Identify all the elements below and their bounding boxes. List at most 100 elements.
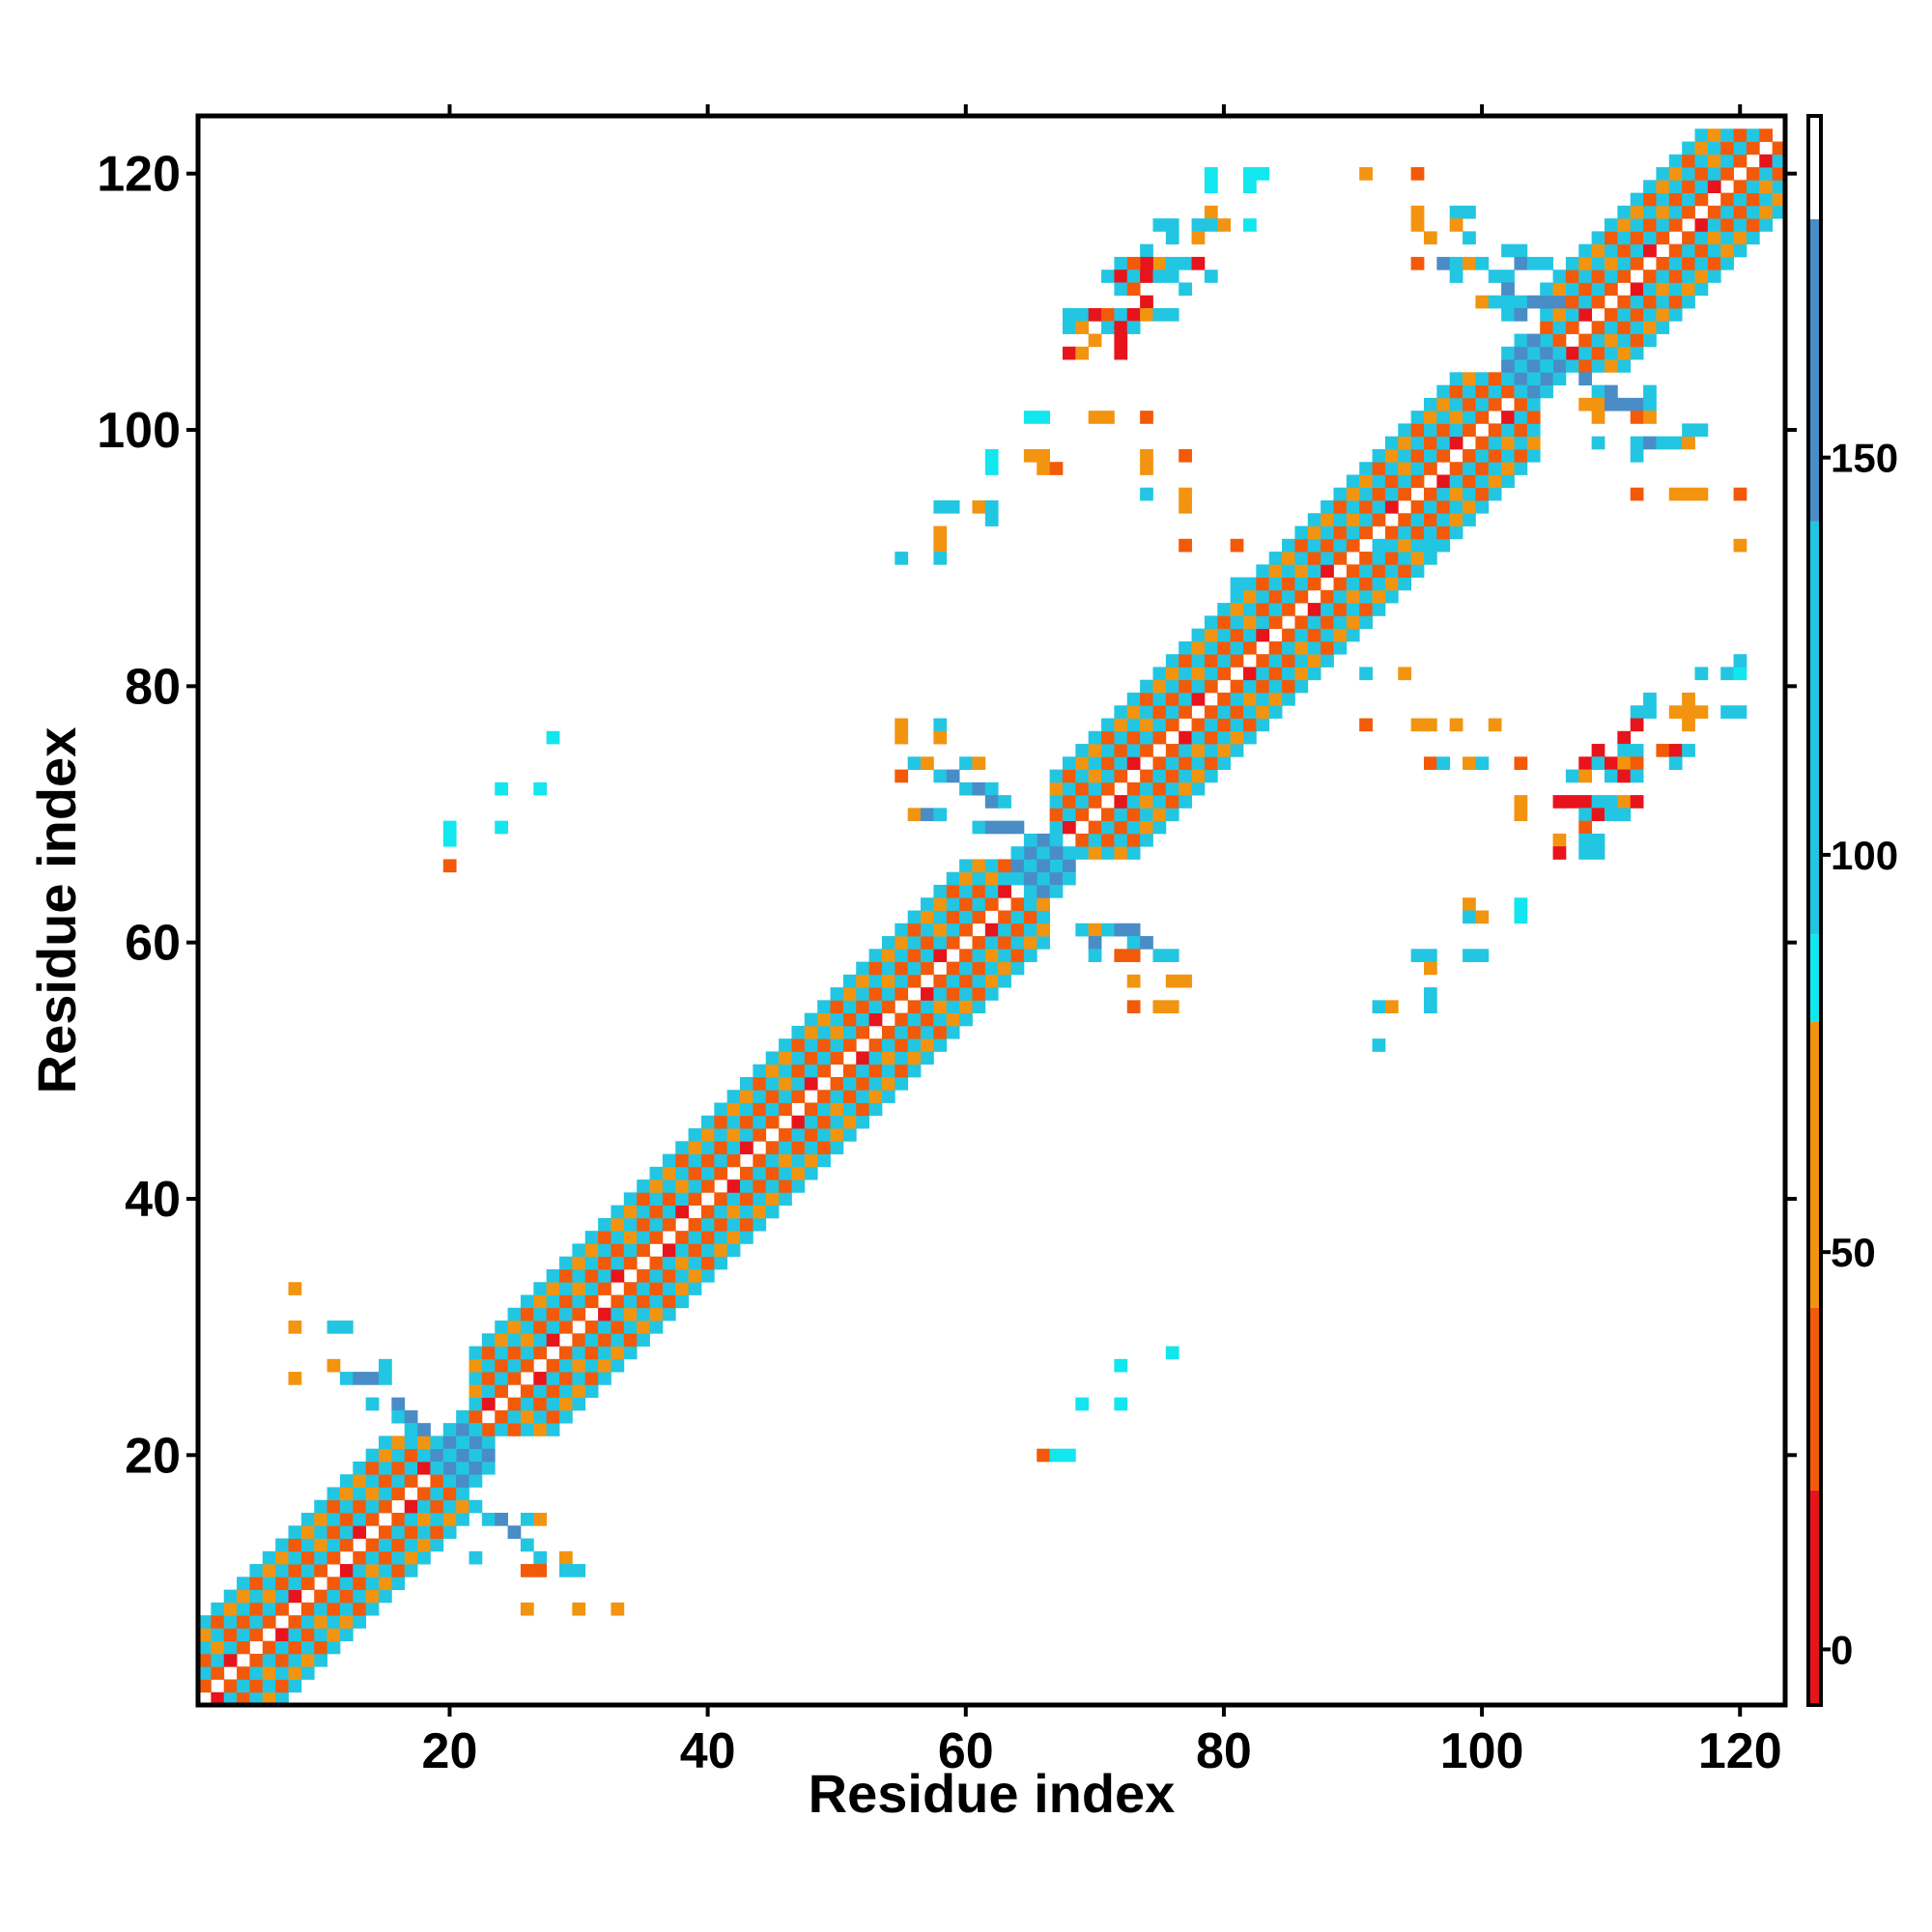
heatmap-cell [1449, 372, 1463, 385]
heatmap-cell [327, 1628, 341, 1642]
colorbar-frame [1806, 114, 1823, 1707]
heatmap-cell [830, 1000, 844, 1014]
heatmap-cell [856, 1064, 869, 1078]
heatmap-cell [572, 1268, 586, 1283]
heatmap-cell [430, 1487, 444, 1501]
heatmap-cell [868, 974, 883, 988]
heatmap-cell [921, 923, 934, 937]
heatmap-cell [1191, 667, 1206, 681]
heatmap-cell [895, 949, 909, 962]
heatmap-cell [1617, 346, 1632, 360]
heatmap-cell [1346, 526, 1360, 540]
heatmap-cell [1037, 910, 1051, 924]
heatmap-cell [1501, 474, 1515, 489]
heatmap-cell [1230, 718, 1244, 732]
heatmap-cell [1398, 462, 1412, 475]
heatmap-cell [1307, 628, 1321, 642]
heatmap-cell [572, 1397, 586, 1411]
heatmap-cell [1759, 180, 1774, 193]
heatmap-cell [1733, 538, 1747, 553]
heatmap-cell [1191, 781, 1206, 796]
heatmap-cell [598, 1372, 611, 1385]
heatmap-cell [481, 1435, 496, 1450]
heatmap-cell [881, 1090, 895, 1103]
heatmap-cell [753, 1166, 767, 1180]
heatmap-cell [1591, 321, 1605, 334]
heatmap-cell [1204, 769, 1218, 783]
heatmap-cell [1398, 487, 1412, 501]
heatmap-cell [327, 1577, 341, 1591]
heatmap-cell [1037, 448, 1051, 463]
heatmap-cell [611, 1217, 625, 1232]
heatmap-cell [1294, 679, 1309, 694]
heatmap-cell [520, 1294, 534, 1309]
heatmap-cell [1449, 397, 1463, 412]
heatmap-cell [1372, 513, 1386, 526]
heatmap-cell [533, 1550, 548, 1565]
heatmap-cell [1759, 192, 1774, 207]
heatmap-cell [404, 1538, 418, 1552]
heatmap-cell [1384, 577, 1399, 591]
heatmap-cell [868, 1000, 883, 1014]
heatmap-cell [700, 1231, 715, 1244]
heatmap-cell [1359, 167, 1373, 181]
heatmap-cell [1268, 705, 1283, 719]
heatmap-cell [1617, 295, 1632, 309]
heatmap-cell [1191, 218, 1206, 232]
heatmap-cell [1384, 499, 1399, 514]
heatmap-cell [1591, 808, 1605, 822]
heatmap-cell [817, 1102, 831, 1117]
heatmap-cell [417, 1487, 431, 1501]
heatmap-cell [1062, 808, 1076, 822]
heatmap-cell [714, 1192, 728, 1207]
heatmap-cell [868, 1051, 883, 1065]
heatmap-cell [1282, 589, 1295, 604]
heatmap-cell [675, 1256, 689, 1270]
heatmap-cell [1268, 577, 1283, 591]
heatmap-cell [946, 499, 960, 514]
heatmap-cell [856, 987, 869, 1001]
heatmap-cell [1256, 667, 1270, 681]
heatmap-cell [1410, 474, 1425, 489]
heatmap-cell [1604, 333, 1618, 348]
heatmap-cell [1191, 640, 1206, 655]
heatmap-cell [275, 1602, 289, 1616]
heatmap-cell [675, 1166, 689, 1180]
heatmap-cell [1410, 411, 1425, 424]
heatmap-cell [198, 1615, 212, 1629]
heatmap-cell [223, 1679, 238, 1693]
heatmap-cell [804, 1051, 818, 1065]
heatmap-cell [1772, 141, 1786, 156]
heatmap-cell [714, 1102, 728, 1117]
heatmap-cell [1694, 270, 1709, 283]
heatmap-cell [1526, 397, 1541, 412]
heatmap-cell [365, 1602, 380, 1616]
heatmap-cell [1759, 154, 1774, 168]
heatmap-cell [1463, 256, 1476, 270]
heatmap-cell [984, 936, 999, 950]
heatmap-cell [275, 1653, 289, 1667]
heatmap-cell [662, 1166, 676, 1180]
heatmap-cell [339, 1525, 354, 1539]
heatmap-cell [688, 1268, 702, 1283]
heatmap-cell [881, 1038, 895, 1052]
y-tick-label: 120 [97, 147, 181, 203]
heatmap-cell [365, 1577, 380, 1591]
heatmap-cell [1140, 795, 1153, 809]
heatmap-cell [700, 1179, 715, 1193]
heatmap-cell [984, 513, 999, 526]
heatmap-cell [288, 1679, 302, 1693]
heatmap-cell [830, 1012, 844, 1027]
heatmap-cell [637, 1294, 650, 1309]
heatmap-cell [1384, 487, 1399, 501]
heatmap-cell [1075, 769, 1090, 783]
heatmap-cell [856, 974, 869, 988]
heatmap-cell [972, 781, 986, 796]
heatmap-cell [327, 1525, 341, 1539]
heatmap-cell [946, 1025, 960, 1039]
heatmap-cell [1475, 436, 1490, 450]
heatmap-cell [1101, 744, 1115, 757]
heatmap-cell [675, 1243, 689, 1258]
heatmap-cell [1346, 513, 1360, 526]
heatmap-cell [984, 499, 999, 514]
